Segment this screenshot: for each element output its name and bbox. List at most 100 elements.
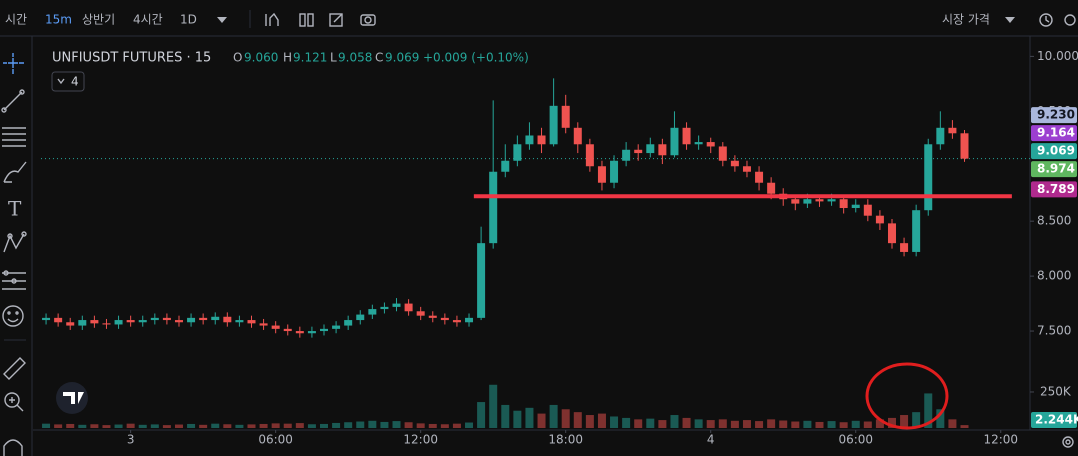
volume-bar	[839, 422, 848, 428]
candle-body	[742, 166, 751, 172]
candle-body	[718, 146, 727, 161]
candle-body	[767, 182, 776, 194]
interval-button[interactable]: 4시간	[133, 13, 163, 27]
candle-body	[211, 316, 220, 321]
volume-bar	[815, 421, 824, 428]
price-type-dropdown[interactable]	[1005, 17, 1015, 23]
layout-icon[interactable]	[299, 13, 314, 27]
interval-button-active[interactable]: 15m	[45, 13, 72, 27]
ohlc-label: O	[233, 51, 242, 65]
volume-bar	[610, 416, 619, 428]
candle-body	[477, 243, 486, 318]
candle-body	[235, 320, 244, 323]
volume-bar	[66, 423, 75, 428]
candle-body	[320, 328, 329, 332]
clock-icon[interactable]	[1039, 13, 1053, 27]
candle-body	[187, 317, 196, 323]
volume-bar	[259, 423, 268, 428]
volume-bar	[767, 419, 776, 428]
price-type-button[interactable]: 시장 가격	[942, 13, 990, 27]
volume-bar	[368, 420, 377, 428]
indicators-toggle[interactable]	[51, 71, 85, 92]
candle-body	[730, 160, 739, 167]
ohlc-value: 9.121	[293, 51, 327, 65]
crosshair-tool[interactable]	[3, 53, 24, 74]
volume-bar	[428, 423, 437, 428]
candle-body	[815, 199, 824, 202]
volume-bar	[223, 424, 232, 428]
pattern-tool[interactable]	[3, 231, 27, 253]
ruler-tool[interactable]	[3, 357, 26, 380]
volume-bar	[54, 424, 63, 428]
volume-bar	[863, 421, 872, 428]
price-tag	[1031, 161, 1077, 178]
volume-bar	[199, 424, 208, 428]
candle-body	[634, 149, 643, 154]
volume-bar	[948, 419, 957, 428]
candle-body	[344, 320, 353, 326]
interval-button[interactable]: 1D	[180, 13, 197, 27]
zoom-tool[interactable]	[4, 392, 24, 412]
volume-bar	[501, 404, 510, 428]
candle-body	[549, 105, 558, 145]
candle-body	[694, 142, 703, 145]
volume-bar	[936, 409, 945, 428]
prediction-tool[interactable]	[2, 270, 26, 290]
fib-tool[interactable]	[2, 127, 26, 147]
volume-bar	[114, 424, 123, 428]
price-tag	[1031, 125, 1077, 142]
candle-body	[440, 317, 449, 321]
text-tool-glyph[interactable]: T	[8, 197, 22, 221]
volume-bar	[646, 418, 655, 428]
volume-bar	[489, 384, 498, 428]
price-tag	[1031, 181, 1077, 198]
y-tick-label: 10.000	[1037, 49, 1078, 63]
volume-bar	[392, 421, 401, 428]
snapshot-icon[interactable]	[360, 14, 376, 26]
interval-button[interactable]: 상반기	[82, 13, 115, 27]
settings-icon[interactable]	[1064, 14, 1076, 26]
ohlc-label: L	[330, 51, 337, 65]
icon-tool[interactable]	[2, 305, 24, 327]
x-tick-label: 18:00	[548, 433, 583, 447]
candle-body	[283, 328, 292, 332]
volume-bar	[912, 412, 921, 428]
candle-body	[416, 311, 425, 316]
volume-bar	[670, 415, 679, 428]
volume-bar	[416, 423, 425, 428]
x-tick-label: 12:00	[403, 433, 438, 447]
chart-settings-icon[interactable]	[1062, 436, 1074, 448]
candle-body	[573, 127, 582, 145]
candle-body	[174, 320, 183, 323]
candle-body	[392, 303, 401, 307]
candle-body	[561, 105, 570, 128]
alert-icon[interactable]	[329, 13, 343, 27]
volume-bar	[404, 422, 413, 428]
interval-dropdown[interactable]	[217, 17, 227, 23]
volume-bar	[851, 420, 860, 428]
magnet-tool[interactable]	[3, 439, 23, 456]
top-toolbar	[0, 0, 1078, 36]
indicators-count: 4	[71, 75, 79, 89]
x-tick-label: 4	[707, 433, 715, 447]
price-tag-label: 9.069	[1037, 144, 1075, 158]
volume-bar	[658, 420, 667, 428]
volume-bar	[900, 415, 909, 428]
ohlc-value: 9.060	[244, 51, 278, 65]
candle-body	[162, 317, 171, 321]
volume-bar	[283, 423, 292, 428]
plot-area: 7.5008.0008.5009.50010.000306:0012:0018:…	[41, 49, 1078, 447]
volume-bar	[585, 415, 594, 428]
candle-body	[948, 127, 957, 134]
interval-button[interactable]: 시간	[5, 13, 27, 27]
candle-body	[90, 320, 99, 324]
candle-body	[706, 142, 715, 147]
brush-tool[interactable]	[3, 161, 27, 183]
indicator-icon[interactable]	[265, 12, 279, 26]
trendline-tool[interactable]	[1, 89, 25, 113]
candle-body	[223, 316, 232, 323]
volume-bar	[791, 421, 800, 428]
y-tick-label: 8.000	[1037, 269, 1071, 283]
volume-bar	[561, 409, 570, 428]
